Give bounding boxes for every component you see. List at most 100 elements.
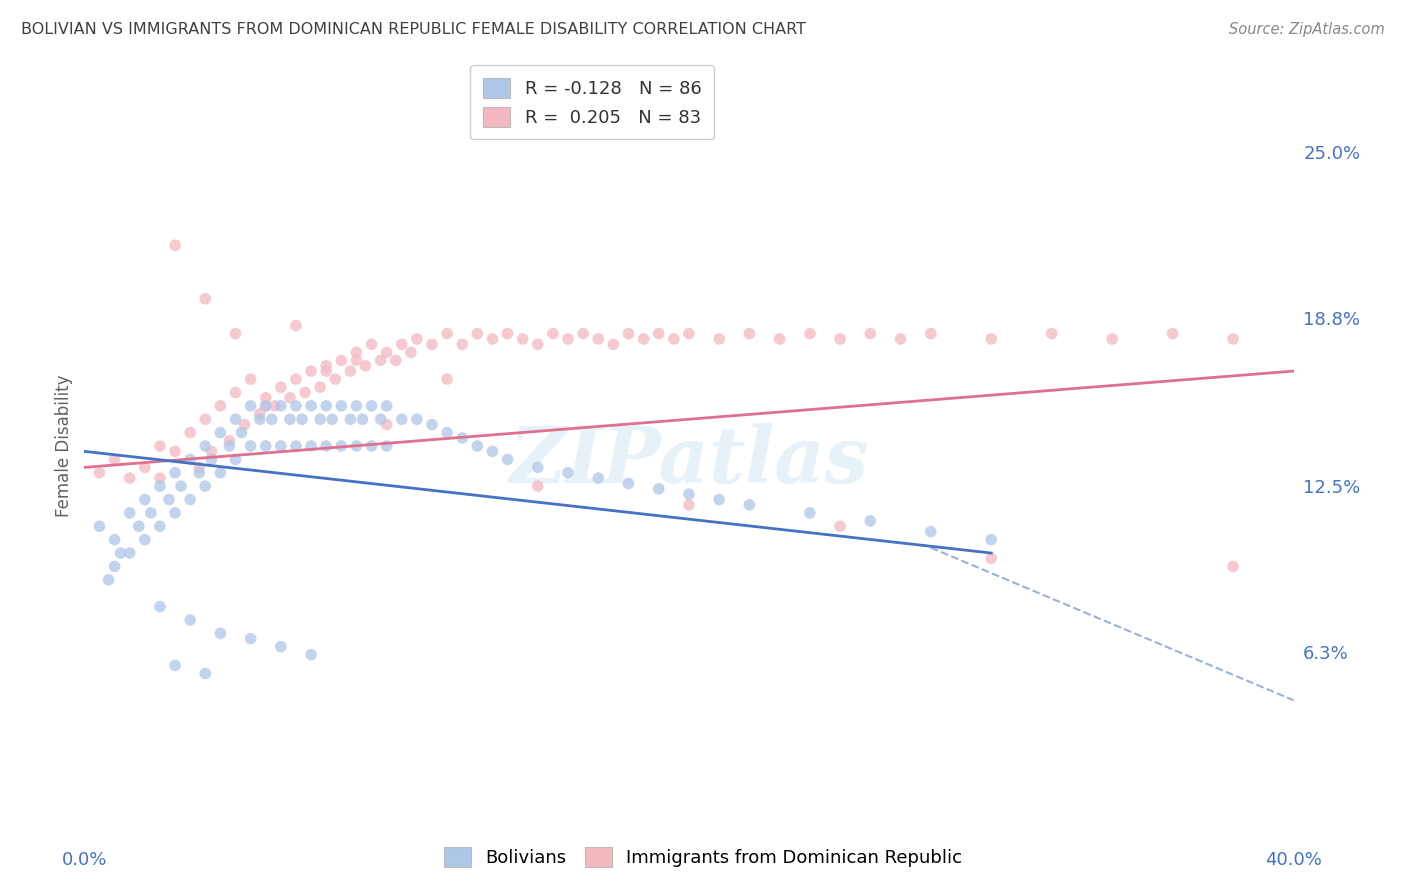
Point	[406, 412, 429, 426]
Point	[118, 546, 141, 560]
Point	[254, 399, 277, 413]
Point	[209, 626, 232, 640]
Point	[225, 385, 247, 400]
Point	[360, 337, 382, 351]
Point	[194, 479, 217, 493]
Point	[104, 452, 127, 467]
Text: ZIPatlas: ZIPatlas	[509, 423, 869, 500]
Point	[391, 412, 413, 426]
Point	[285, 318, 308, 333]
Point	[254, 439, 277, 453]
Point	[709, 492, 731, 507]
Point	[496, 326, 519, 341]
Point	[200, 444, 222, 458]
Point	[330, 439, 353, 453]
Point	[309, 412, 332, 426]
Point	[648, 482, 671, 496]
Point	[179, 452, 201, 467]
Point	[633, 332, 655, 346]
Point	[104, 533, 127, 547]
Point	[420, 337, 443, 351]
Point	[980, 332, 1002, 346]
Point	[375, 399, 398, 413]
Point	[678, 326, 700, 341]
Point	[225, 452, 247, 467]
Point	[97, 573, 120, 587]
Point	[375, 345, 398, 359]
Point	[617, 326, 640, 341]
Point	[170, 479, 193, 493]
Point	[360, 439, 382, 453]
Point	[859, 514, 882, 528]
Point	[1222, 332, 1244, 346]
Point	[139, 506, 162, 520]
Point	[270, 399, 292, 413]
Point	[315, 364, 337, 378]
Point	[149, 599, 172, 614]
Point	[209, 466, 232, 480]
Point	[588, 332, 610, 346]
Point	[278, 391, 301, 405]
Point	[260, 412, 283, 426]
Point	[209, 399, 232, 413]
Point	[321, 412, 343, 426]
Point	[270, 640, 292, 654]
Point	[149, 439, 172, 453]
Point	[799, 506, 821, 520]
Point	[527, 460, 550, 475]
Point	[165, 658, 187, 673]
Point	[299, 364, 322, 378]
Point	[179, 425, 201, 440]
Point	[299, 439, 322, 453]
Point	[557, 332, 579, 346]
Point	[194, 666, 217, 681]
Point	[830, 332, 852, 346]
Point	[572, 326, 595, 341]
Point	[134, 533, 156, 547]
Text: BOLIVIAN VS IMMIGRANTS FROM DOMINICAN REPUBLIC FEMALE DISABILITY CORRELATION CHA: BOLIVIAN VS IMMIGRANTS FROM DOMINICAN RE…	[21, 22, 806, 37]
Point	[263, 399, 285, 413]
Point	[233, 417, 256, 432]
Point	[678, 498, 700, 512]
Point	[179, 492, 201, 507]
Point	[451, 431, 474, 445]
Point	[239, 399, 262, 413]
Point	[309, 380, 332, 394]
Point	[375, 439, 398, 453]
Point	[375, 417, 398, 432]
Point	[799, 326, 821, 341]
Point	[406, 332, 429, 346]
Point	[330, 353, 353, 368]
Point	[294, 385, 316, 400]
Point	[157, 492, 180, 507]
Point	[165, 238, 187, 252]
Point	[134, 492, 156, 507]
Point	[323, 372, 346, 386]
Point	[648, 326, 671, 341]
Point	[315, 439, 337, 453]
Point	[225, 326, 247, 341]
Point	[1222, 559, 1244, 574]
Point	[249, 407, 271, 421]
Point	[285, 399, 308, 413]
Point	[354, 359, 377, 373]
Point	[1101, 332, 1123, 346]
Point	[481, 444, 503, 458]
Point	[218, 434, 240, 448]
Point	[830, 519, 852, 533]
Point	[270, 439, 292, 453]
Point	[209, 425, 232, 440]
Point	[89, 519, 111, 533]
Point	[602, 337, 624, 351]
Point	[1161, 326, 1184, 341]
Point	[496, 452, 519, 467]
Point	[467, 439, 489, 453]
Legend: R = -0.128   N = 86, R =  0.205   N = 83: R = -0.128 N = 86, R = 0.205 N = 83	[471, 65, 714, 139]
Point	[541, 326, 564, 341]
Point	[254, 391, 277, 405]
Point	[239, 372, 262, 386]
Point	[420, 417, 443, 432]
Point	[165, 506, 187, 520]
Point	[239, 439, 262, 453]
Point	[384, 353, 406, 368]
